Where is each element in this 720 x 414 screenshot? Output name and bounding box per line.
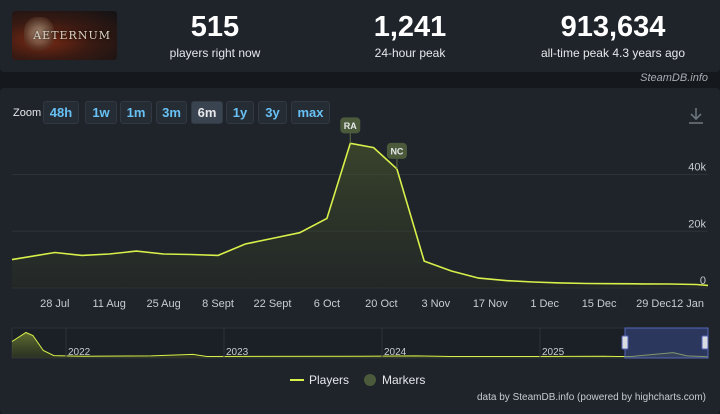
download-icon[interactable] [688, 107, 704, 125]
y-tick-label: 40k [688, 162, 706, 174]
navigator-year-label: 2025 [542, 347, 565, 358]
x-tick-label: 15 Dec [582, 298, 617, 310]
navigator-selection[interactable] [624, 327, 709, 359]
game-art [24, 17, 54, 53]
navigator-year-label: 2024 [384, 347, 407, 358]
chart-markers: RA NC [340, 117, 407, 169]
game-logo-text: AETERNUM [33, 29, 111, 42]
marker-label: NC [390, 146, 403, 156]
steamdb-credit-link[interactable]: SteamDB.info [640, 72, 708, 84]
marker-nc[interactable]: NC [386, 142, 407, 169]
legend-label: Markers [382, 373, 426, 387]
x-tick-label: 8 Sept [202, 298, 234, 310]
zoom-3y-button[interactable]: 3y [258, 101, 287, 124]
players-legend-icon [290, 379, 304, 381]
zoom-3m-button[interactable]: 3m [156, 101, 187, 124]
zoom-48h-button[interactable]: 48h [43, 101, 79, 124]
x-tick-label: 1 Dec [530, 298, 559, 310]
marker-flag [386, 142, 407, 159]
x-tick-label: 12 Jan [671, 298, 704, 310]
highcharts-credit[interactable]: data by SteamDB.info (powered by highcha… [477, 392, 706, 403]
stat-value: 1,241 [373, 11, 447, 43]
stats-bar: AETERNUM 515 players right now 1,241 24-… [0, 0, 720, 72]
stat-label: players right now [169, 46, 261, 60]
zoom-1w-button[interactable]: 1w [85, 101, 117, 124]
y-axis-ticks: 0 20k 40k [688, 162, 706, 287]
marker-label: RA [344, 121, 357, 131]
y-tick-label: 0 [700, 275, 706, 287]
stat-players-now: 515 players right now [165, 10, 265, 60]
x-tick-label: 11 Aug [92, 298, 125, 310]
chart-panel: Zoom 48h 1w 1m 3m 6m 1y 3y max RA NC 0 20k… [0, 88, 720, 414]
stat-label: all-time peak 4.3 years ago [540, 46, 686, 60]
players-series-line [11, 142, 709, 287]
y-tick-label: 20k [688, 218, 706, 230]
x-tick-label: 6 Oct [314, 298, 340, 310]
marker-flag [340, 117, 361, 134]
zoom-label: Zoom [13, 107, 42, 119]
legend-markers[interactable]: Markers [363, 373, 425, 387]
x-tick-label: 20 Oct [365, 298, 397, 310]
navigator: 2022 2023 2024 2025 [11, 327, 709, 359]
navigator-year-label: 2023 [226, 347, 249, 358]
zoom-6m-button[interactable]: 6m [191, 101, 223, 124]
markers-legend-icon [364, 374, 376, 386]
marker-ra[interactable]: RA [340, 117, 361, 144]
x-tick-label: 17 Nov [473, 298, 508, 310]
navigator-track [11, 327, 709, 359]
stat-value: 515 [190, 11, 240, 43]
x-tick-label: 3 Nov [421, 298, 450, 310]
x-tick-label: 28 Jul [40, 298, 69, 310]
stat-value: 913,634 [560, 11, 666, 43]
x-tick-label: 25 Aug [147, 298, 181, 310]
navigator-handle[interactable] [621, 335, 629, 350]
player-count-chart[interactable]: RA NC 0 20k 40k 28 Jul 11 Aug 25 Aug 8 Sept 22 … [0, 88, 720, 388]
stat-all-time-peak: 913,634 all-time peak 4.3 years ago [528, 10, 698, 60]
x-axis-ticks: 28 Jul 11 Aug 25 Aug 8 Sept 22 Sept 6 Oct 20 O… [40, 298, 704, 310]
game-thumbnail[interactable]: AETERNUM [12, 11, 117, 60]
players-area [12, 143, 708, 288]
zoom-1m-button[interactable]: 1m [120, 101, 152, 124]
legend-players[interactable]: Players [290, 373, 349, 387]
zoom-max-button[interactable]: max [291, 101, 330, 124]
stat-label: 24-hour peak [374, 46, 446, 60]
navigator-year-label: 2022 [68, 347, 91, 358]
x-tick-label: 22 Sept [254, 298, 292, 310]
zoom-1y-button[interactable]: 1y [226, 101, 254, 124]
stat-24h-peak: 1,241 24-hour peak [360, 10, 460, 60]
navigator-handle[interactable] [701, 335, 709, 350]
x-tick-label: 29 Dec [636, 298, 671, 310]
legend-label: Players [309, 373, 350, 387]
